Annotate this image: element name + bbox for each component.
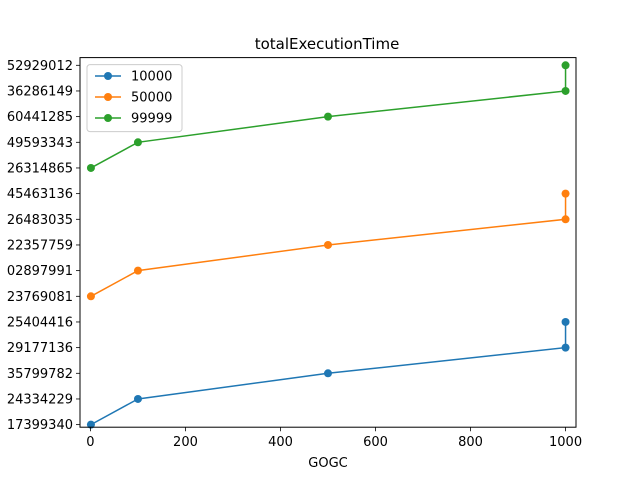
y-axis: 17399340 24334229 35799782 29177136 25404416… <box>7 59 80 433</box>
series-layer <box>86 61 570 429</box>
y-tick-label: 45463136 <box>7 187 73 202</box>
y-tick-label: 35799782 <box>7 367 73 382</box>
legend-label: 10000 <box>131 70 172 85</box>
data-point-50000-0 <box>86 292 95 301</box>
y-tick-label: 60441285 <box>7 110 73 125</box>
y-tick-label: 29177136 <box>7 341 73 356</box>
y-tick-label: 02897991 <box>7 264 73 279</box>
legend-label: 50000 <box>131 91 172 106</box>
x-tick-label: 0 <box>86 435 94 450</box>
legend-label: 99999 <box>131 112 172 127</box>
data-point-50000-3 <box>561 215 570 224</box>
x-tick-label: 200 <box>173 435 198 450</box>
x-axis: 0 200 400 600 800 1000 <box>86 427 582 450</box>
data-point-99999-4 <box>561 61 570 70</box>
x-axis-label: GOGC <box>308 456 347 471</box>
x-tick-label: 400 <box>268 435 293 450</box>
y-tick-label: 26314865 <box>7 161 73 176</box>
data-point-50000-2 <box>324 240 332 249</box>
x-tick-label: 600 <box>363 435 388 450</box>
y-tick-label: 25404416 <box>7 315 73 330</box>
y-tick-label: 36286149 <box>7 84 73 99</box>
legend-marker-10000 <box>104 72 112 80</box>
x-tick-label: 1000 <box>549 435 582 450</box>
legend-box <box>86 64 183 133</box>
legend: 10000 50000 99999 <box>86 64 183 133</box>
y-tick-label: 17399340 <box>7 418 73 433</box>
data-point-99999-3 <box>561 86 570 95</box>
y-tick-label: 24334229 <box>7 392 73 407</box>
data-point-99999-0 <box>86 163 95 172</box>
plot-frame <box>79 57 577 428</box>
x-tick-label: 800 <box>458 435 483 450</box>
y-tick-label: 26483035 <box>7 213 73 228</box>
y-tick-label: 23769081 <box>7 290 73 305</box>
data-point-10000-4 <box>561 317 570 326</box>
chart-title: totalExecutionTime <box>255 35 400 53</box>
data-point-50000-1 <box>133 266 142 275</box>
data-point-10000-1 <box>133 394 142 403</box>
y-tick-label: 52929012 <box>7 59 73 74</box>
y-tick-label: 49593343 <box>7 136 73 151</box>
data-point-10000-2 <box>324 369 332 378</box>
y-tick-label: 22357759 <box>7 238 73 253</box>
data-point-99999-1 <box>133 138 142 147</box>
legend-marker-99999 <box>104 114 112 122</box>
legend-marker-50000 <box>104 93 112 101</box>
data-point-10000-0 <box>86 420 95 429</box>
data-point-50000-4 <box>561 189 570 198</box>
data-point-10000-3 <box>561 343 570 352</box>
data-point-99999-2 <box>324 112 332 121</box>
